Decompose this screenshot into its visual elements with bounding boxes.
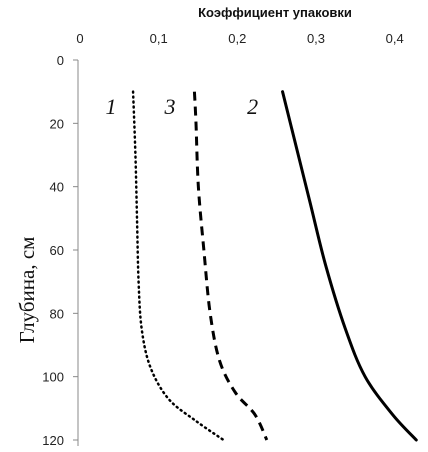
series-line-3 bbox=[192, 91, 269, 441]
x-tick-label: 0,3 bbox=[307, 31, 325, 46]
y-tick-label: 120 bbox=[42, 433, 64, 448]
x-axis-title: Коэффициент упаковки bbox=[198, 5, 352, 20]
y-tick-label: 100 bbox=[42, 370, 64, 385]
y-tick-label: 0 bbox=[57, 53, 64, 68]
series-line-1 bbox=[131, 90, 225, 442]
y-tick-label: 80 bbox=[50, 306, 64, 321]
x-tick-label: 0,4 bbox=[386, 31, 404, 46]
y-tick-label: 20 bbox=[50, 116, 64, 131]
series-label-2: 2 bbox=[247, 94, 258, 119]
x-tick-label: 0 bbox=[76, 31, 83, 46]
series-label-3: 3 bbox=[164, 94, 176, 119]
x-tick-label: 0,1 bbox=[150, 31, 168, 46]
x-tick-label: 0,2 bbox=[228, 31, 246, 46]
series-label-1: 1 bbox=[106, 94, 117, 119]
y-tick-label: 40 bbox=[50, 180, 64, 195]
y-tick-label: 60 bbox=[50, 243, 64, 258]
y-axis-title: Глубина, см bbox=[15, 237, 39, 344]
series-line-2 bbox=[281, 90, 418, 442]
